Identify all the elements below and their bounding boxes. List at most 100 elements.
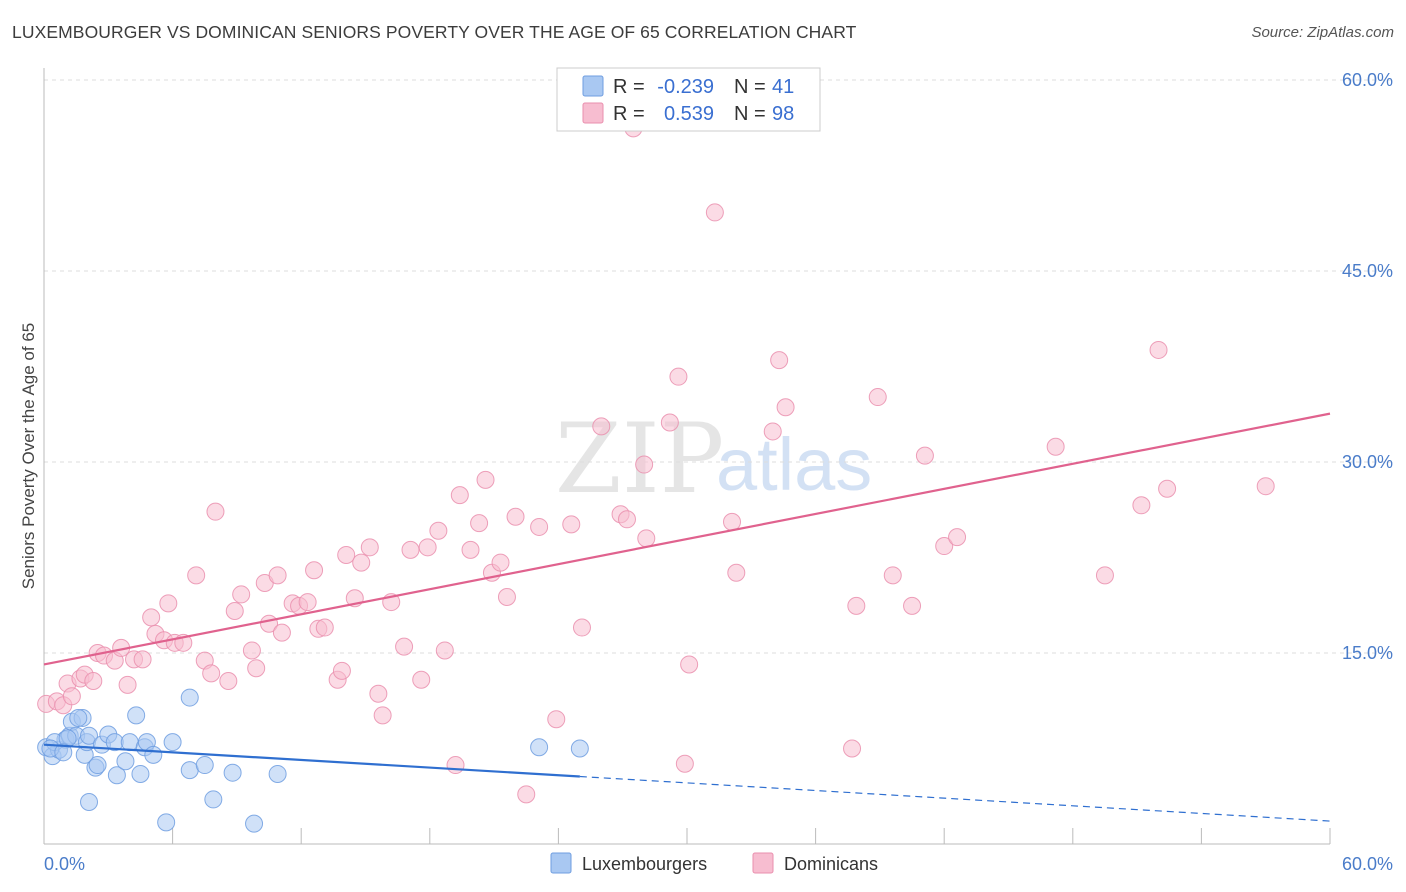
data-points <box>37 119 1275 833</box>
point-dominicans <box>298 593 317 612</box>
y-tick-labels: 15.0% 30.0% 45.0% 60.0% <box>1342 70 1393 663</box>
point-luxembourgers <box>245 814 264 833</box>
point-dominicans <box>360 538 379 557</box>
point-luxembourgers <box>180 761 199 780</box>
point-dominicans <box>770 351 789 370</box>
point-dominicans <box>202 664 221 683</box>
point-dominicans <box>517 785 536 804</box>
legend-r-value-1: -0.239 <box>657 76 714 98</box>
point-luxembourgers <box>69 708 88 727</box>
legend-r-label-2: R = <box>613 103 645 125</box>
point-dominicans <box>723 512 742 531</box>
point-dominicans <box>450 486 469 505</box>
point-luxembourgers <box>163 733 182 752</box>
point-dominicans <box>1046 437 1065 456</box>
bottom-legend: Luxembourgers Dominicans <box>550 852 878 874</box>
point-dominicans <box>401 540 420 559</box>
bottom-legend-label-luxembourgers: Luxembourgers <box>582 854 707 874</box>
point-dominicans <box>476 470 495 489</box>
point-dominicans <box>337 545 356 564</box>
point-luxembourgers <box>107 766 126 785</box>
point-luxembourgers <box>80 792 99 811</box>
watermark-atlas: atlas <box>716 423 872 506</box>
point-dominicans <box>352 553 371 572</box>
y-tick-label: 30.0% <box>1342 452 1393 472</box>
point-dominicans <box>491 553 510 572</box>
point-dominicans <box>315 618 334 637</box>
point-dominicans <box>247 659 266 678</box>
point-dominicans <box>435 641 454 660</box>
point-dominicans <box>1149 340 1168 359</box>
legend-swatch-dominicans <box>582 102 604 124</box>
point-dominicans <box>1158 479 1177 498</box>
legend-swatch-luxembourgers <box>582 75 604 97</box>
point-dominicans <box>915 446 934 465</box>
point-luxembourgers <box>180 688 199 707</box>
x-tick-label-min: 0.0% <box>44 854 85 874</box>
trend-lines <box>43 412 1331 822</box>
point-dominicans <box>680 655 699 674</box>
x-tick-label-max: 60.0% <box>1342 854 1393 874</box>
point-dominicans <box>225 601 244 620</box>
point-dominicans <box>232 585 251 604</box>
point-dominicans <box>592 417 611 436</box>
point-dominicans <box>776 398 795 417</box>
point-dominicans <box>429 521 448 540</box>
legend-n-label-2: N = <box>734 103 766 125</box>
point-dominicans <box>1256 477 1275 496</box>
point-dominicans <box>418 538 437 557</box>
point-dominicans <box>763 422 782 441</box>
point-dominicans <box>868 388 887 407</box>
point-dominicans <box>903 596 922 615</box>
point-dominicans <box>470 514 489 533</box>
point-luxembourgers <box>195 756 214 775</box>
source-credit: Source: ZipAtlas.com <box>1251 24 1394 41</box>
point-luxembourgers <box>223 763 242 782</box>
point-luxembourgers <box>116 752 135 771</box>
point-dominicans <box>118 675 137 694</box>
point-dominicans <box>669 367 688 386</box>
point-dominicans <box>547 710 566 729</box>
point-luxembourgers <box>144 745 163 764</box>
point-dominicans <box>332 661 351 680</box>
point-luxembourgers <box>131 764 150 783</box>
x-axis-ticks <box>172 828 1331 844</box>
point-dominicans <box>395 637 414 656</box>
point-dominicans <box>219 672 238 691</box>
point-dominicans <box>847 596 866 615</box>
legend-r-value-2: 0.539 <box>664 103 714 125</box>
y-tick-label: 15.0% <box>1342 643 1393 663</box>
bottom-legend-swatch-luxembourgers <box>550 852 572 874</box>
chart-title: LUXEMBOURGER VS DOMINICAN SENIORS POVERT… <box>12 22 857 42</box>
legend: R = -0.239 N = 41 R = 0.539 N = 98 <box>556 67 821 132</box>
point-dominicans <box>242 641 261 660</box>
trend-line-luxembourgers <box>43 743 580 778</box>
point-luxembourgers <box>80 726 99 745</box>
point-dominicans <box>412 670 431 689</box>
point-dominicans <box>373 706 392 725</box>
point-dominicans <box>675 754 694 773</box>
y-tick-label: 60.0% <box>1342 70 1393 90</box>
point-dominicans <box>637 529 656 548</box>
watermark: ZIP atlas <box>555 403 872 515</box>
point-dominicans <box>84 672 103 691</box>
point-dominicans <box>935 537 954 556</box>
point-luxembourgers <box>204 790 223 809</box>
point-dominicans <box>272 623 291 642</box>
point-dominicans <box>159 594 178 613</box>
point-dominicans <box>617 510 636 529</box>
point-dominicans <box>142 608 161 627</box>
point-dominicans <box>62 687 81 706</box>
point-luxembourgers <box>268 764 287 783</box>
point-dominicans <box>530 517 549 536</box>
gridlines <box>44 79 1394 654</box>
point-dominicans <box>572 618 591 637</box>
point-dominicans <box>1132 496 1151 515</box>
point-dominicans <box>635 455 654 474</box>
point-dominicans <box>843 739 862 758</box>
legend-r-label-1: R = <box>613 76 645 98</box>
point-dominicans <box>369 684 388 703</box>
point-dominicans <box>883 566 902 585</box>
bottom-legend-swatch-dominicans <box>752 852 774 874</box>
